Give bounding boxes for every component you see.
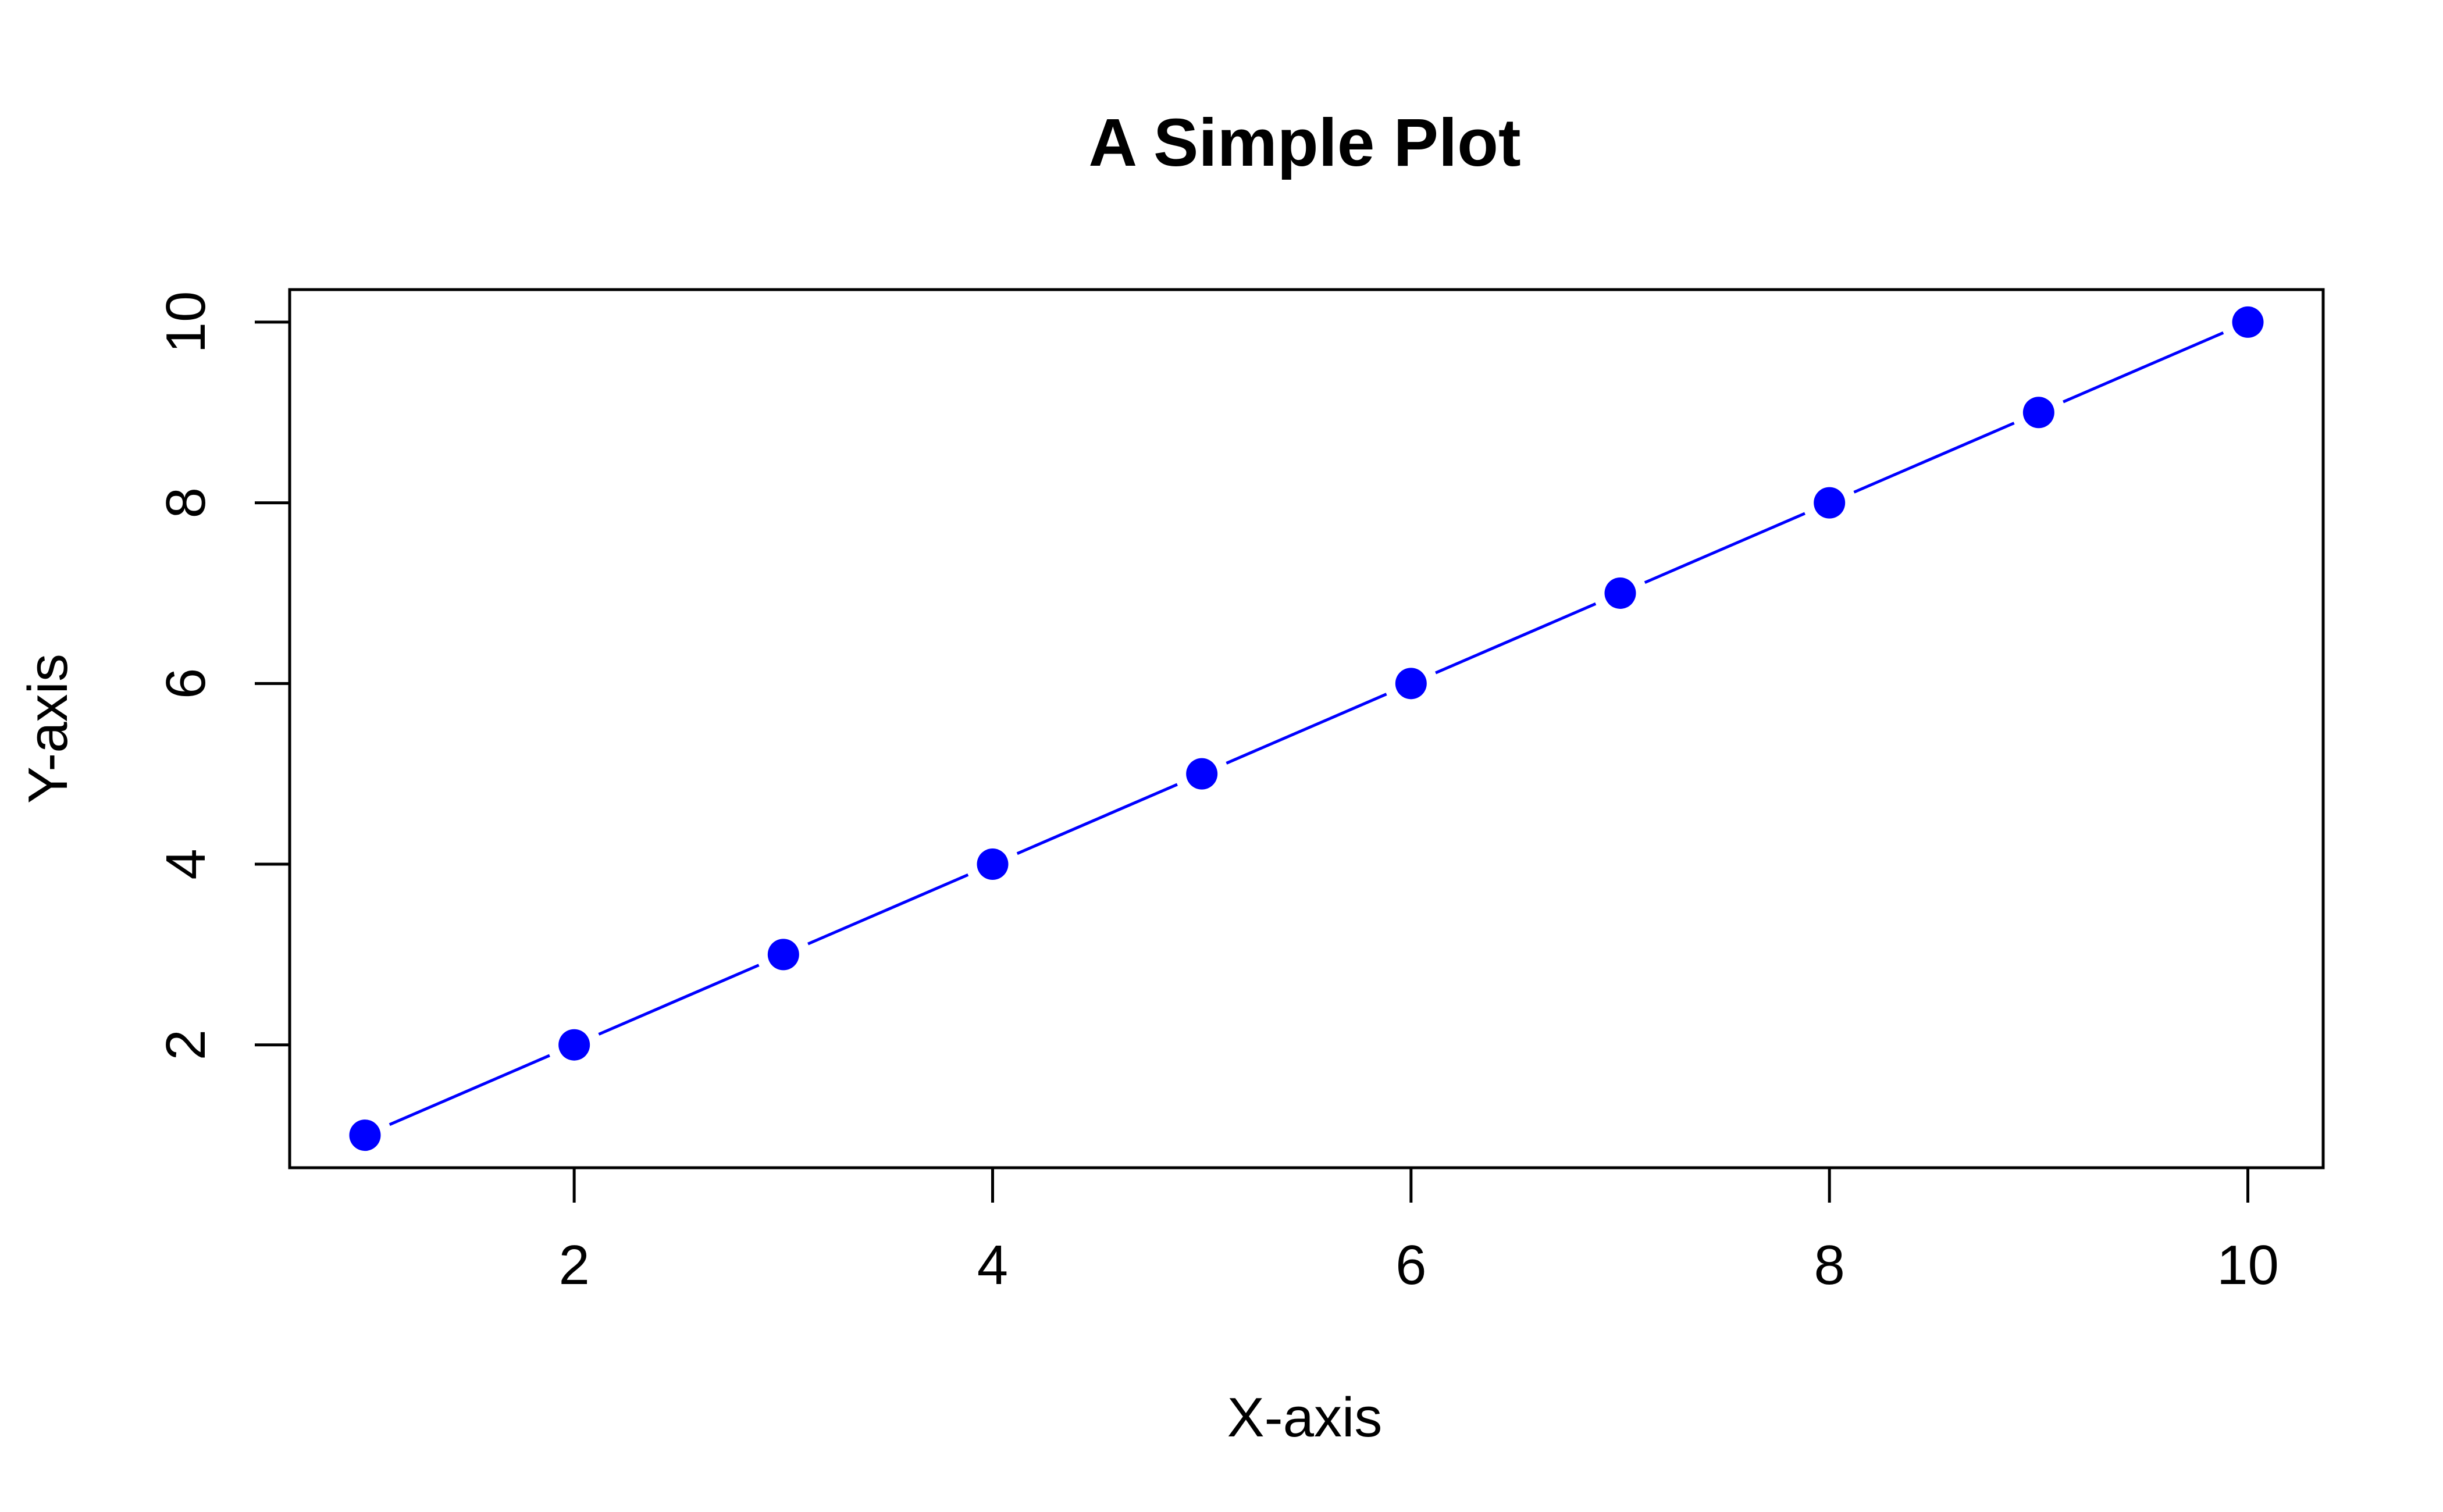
data-point [2022,397,2054,429]
series-line-segment [1853,422,2015,494]
data-point [1604,577,1636,609]
data-point [2232,306,2264,338]
series-line-segment [807,873,969,946]
x-tick-label: 10 [2217,1234,2279,1296]
data-point [1186,758,1218,790]
data-point [1395,668,1427,700]
y-tick-label: 8 [155,487,217,518]
y-tick-label: 2 [155,1029,217,1060]
data-point [1814,487,1846,519]
series-line-segment [1644,512,1805,584]
x-tick-label: 2 [558,1234,589,1296]
x-tick-label: 6 [1395,1234,1426,1296]
chart-title: A Simple Plot [1088,105,1520,180]
y-axis: 2 4 6 8 10 [155,291,290,1060]
series-line-segment [1016,783,1178,855]
series-line-segment [598,964,760,1036]
plot-area-frame [288,288,2325,1169]
data-point [767,939,799,971]
y-axis-label: Y-axis [17,654,79,804]
series-layer [349,306,2264,1151]
series-line-segment [1435,602,1597,675]
series-line-segment [1226,693,1387,765]
data-point [558,1029,590,1061]
series-line-segment [389,1054,550,1126]
x-axis-label: X-axis [1227,1386,1383,1449]
x-axis: 2 4 6 8 10 [558,1168,2279,1296]
y-tick-label: 10 [155,291,217,354]
data-point [977,848,1009,880]
x-tick-label: 4 [977,1234,1008,1296]
x-tick-label: 8 [1814,1234,1844,1296]
y-tick-label: 6 [155,668,217,699]
data-point [349,1119,381,1151]
series-line-segment [2063,331,2224,404]
y-tick-label: 4 [155,848,217,879]
